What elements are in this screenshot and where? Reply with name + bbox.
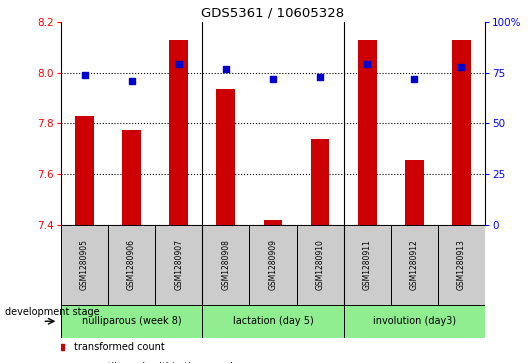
Bar (250, 225, 296, 305)
Bar (216, 89, 235, 225)
Bar (405, 160, 423, 225)
Bar (391, 225, 438, 305)
Text: development stage: development stage (5, 307, 100, 317)
Point (363, 62, 372, 68)
Bar (311, 139, 330, 225)
Bar (296, 225, 343, 305)
Text: lactation (day 5): lactation (day 5) (233, 316, 313, 326)
Bar (452, 40, 471, 225)
Text: involution (day3): involution (day3) (373, 316, 456, 326)
Text: GSM1280909: GSM1280909 (269, 240, 277, 290)
Bar (343, 225, 391, 305)
Text: GSM1280911: GSM1280911 (363, 240, 372, 290)
Bar (108, 225, 155, 305)
Point (127, 78, 136, 83)
Point (457, 64, 466, 69)
Bar (122, 130, 141, 225)
Point (410, 76, 419, 82)
Bar (263, 220, 282, 225)
Bar (61, 225, 108, 305)
Text: transformed count: transformed count (74, 342, 164, 352)
Text: GSM1280913: GSM1280913 (457, 240, 466, 290)
Bar (202, 225, 250, 305)
Point (316, 74, 324, 79)
Bar (358, 40, 377, 225)
Text: GSM1280905: GSM1280905 (80, 240, 89, 290)
Point (80, 72, 89, 78)
Point (174, 62, 183, 68)
Bar (343, 305, 485, 338)
Text: GSM1280907: GSM1280907 (174, 240, 183, 290)
Bar (438, 225, 485, 305)
Text: percentile rank within the sample: percentile rank within the sample (74, 362, 238, 363)
Bar (61, 305, 202, 338)
Text: nulliparous (week 8): nulliparous (week 8) (82, 316, 181, 326)
Bar (202, 305, 343, 338)
Bar (155, 225, 202, 305)
Title: GDS5361 / 10605328: GDS5361 / 10605328 (201, 6, 344, 19)
Text: GSM1280910: GSM1280910 (315, 240, 324, 290)
Point (269, 76, 277, 82)
Point (222, 66, 230, 72)
Text: GSM1280908: GSM1280908 (222, 240, 231, 290)
Text: GSM1280912: GSM1280912 (410, 240, 419, 290)
Bar (75, 116, 94, 225)
Text: GSM1280906: GSM1280906 (127, 240, 136, 290)
Bar (169, 40, 188, 225)
